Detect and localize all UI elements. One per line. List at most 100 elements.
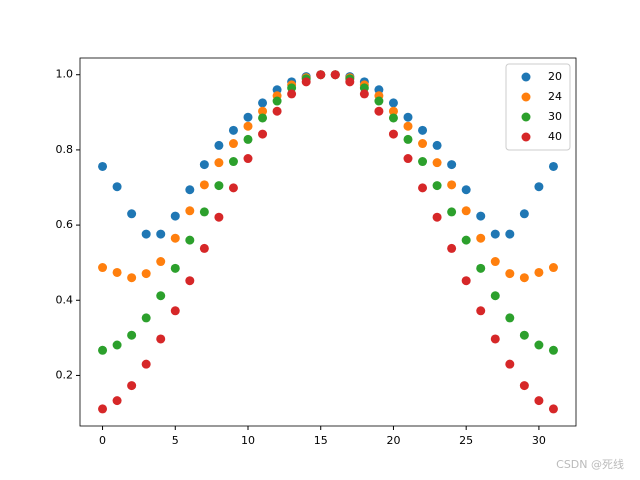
- point: [534, 396, 544, 406]
- point: [490, 257, 500, 267]
- x-tick-label: 5: [172, 434, 179, 447]
- y-tick-label: 0.2: [56, 368, 74, 381]
- point: [359, 89, 369, 99]
- point: [214, 158, 224, 168]
- point: [228, 157, 238, 167]
- point: [447, 180, 457, 190]
- point: [519, 330, 529, 340]
- point: [199, 207, 209, 217]
- legend-box: [505, 63, 571, 151]
- point: [316, 70, 326, 80]
- point: [330, 70, 340, 80]
- legend-marker: [521, 132, 531, 142]
- watermark: CSDN @死线: [556, 457, 624, 471]
- point: [199, 160, 209, 170]
- point: [243, 134, 253, 144]
- point: [403, 154, 413, 164]
- plot-frame: [79, 57, 577, 427]
- point: [461, 235, 471, 245]
- legend-label: 30: [548, 110, 562, 123]
- point: [418, 183, 428, 193]
- point: [519, 209, 529, 219]
- point: [548, 345, 558, 355]
- point: [505, 359, 515, 369]
- point: [272, 96, 282, 106]
- point: [418, 139, 428, 149]
- point: [534, 267, 544, 277]
- y-tick-label: 0.8: [56, 143, 74, 156]
- point: [388, 106, 398, 116]
- legend-label: 20: [548, 70, 562, 83]
- point: [170, 306, 180, 316]
- point: [272, 106, 282, 116]
- legend-label: 40: [548, 130, 562, 143]
- point: [490, 229, 500, 239]
- point: [548, 263, 558, 273]
- point: [447, 243, 457, 253]
- y-tick-label: 0.4: [56, 293, 74, 306]
- point: [461, 276, 471, 286]
- point: [199, 180, 209, 190]
- point: [243, 112, 253, 122]
- point: [141, 229, 151, 239]
- point: [476, 233, 486, 243]
- point: [98, 263, 108, 273]
- point: [548, 161, 558, 171]
- legend-label: 24: [548, 90, 562, 103]
- point: [258, 113, 268, 123]
- point: [98, 345, 108, 355]
- point: [127, 209, 137, 219]
- point: [490, 334, 500, 344]
- point: [403, 112, 413, 122]
- point: [287, 89, 297, 99]
- point: [447, 207, 457, 217]
- point: [185, 185, 195, 195]
- point: [185, 206, 195, 216]
- point: [461, 185, 471, 195]
- point: [199, 243, 209, 253]
- point: [505, 229, 515, 239]
- point: [243, 121, 253, 131]
- x-tick-label: 15: [314, 434, 328, 447]
- point: [112, 340, 122, 350]
- x-tick-label: 10: [241, 434, 255, 447]
- point: [228, 183, 238, 193]
- point: [418, 157, 428, 167]
- point: [505, 313, 515, 323]
- point: [374, 96, 384, 106]
- y-tick-label: 1.0: [56, 68, 74, 81]
- point: [418, 125, 428, 135]
- point: [345, 77, 355, 87]
- point: [432, 158, 442, 168]
- point: [112, 182, 122, 192]
- point: [374, 106, 384, 116]
- point: [156, 229, 166, 239]
- point: [432, 212, 442, 222]
- point: [185, 235, 195, 245]
- point: [388, 113, 398, 123]
- point: [170, 233, 180, 243]
- x-tick-label: 25: [459, 434, 473, 447]
- legend-marker: [521, 92, 531, 102]
- point: [127, 330, 137, 340]
- point: [98, 161, 108, 171]
- point: [301, 77, 311, 87]
- point: [127, 381, 137, 391]
- point: [505, 269, 515, 279]
- y-tick-label: 0.6: [56, 218, 74, 231]
- x-tick-label: 20: [386, 434, 400, 447]
- point: [388, 98, 398, 108]
- point: [141, 313, 151, 323]
- point: [156, 257, 166, 267]
- point: [214, 140, 224, 150]
- point: [490, 291, 500, 301]
- point: [548, 404, 558, 414]
- point: [141, 269, 151, 279]
- point: [258, 106, 268, 116]
- point: [447, 160, 457, 170]
- point: [127, 273, 137, 283]
- point: [534, 182, 544, 192]
- point: [476, 263, 486, 273]
- point: [214, 181, 224, 191]
- point: [388, 129, 398, 139]
